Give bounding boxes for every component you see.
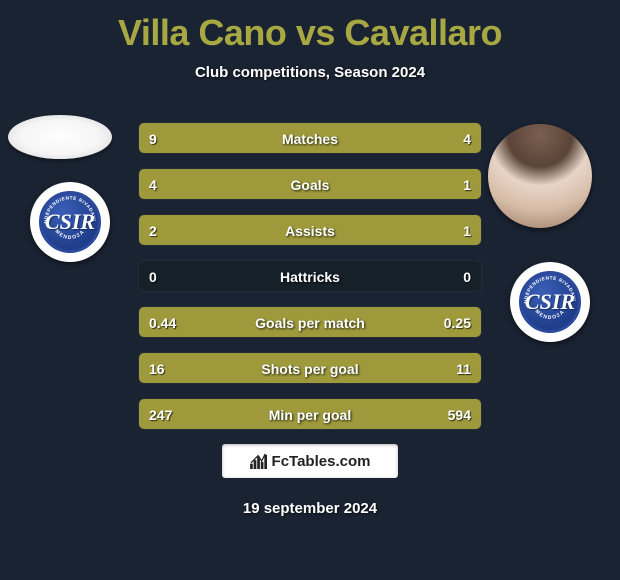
svg-text:INDEPENDIENTE RIVADAVIA: INDEPENDIENTE RIVADAVIA — [42, 194, 97, 223]
stat-row: 41Goals — [138, 168, 482, 200]
comparison-chart: 94Matches 41Goals 21Assists 00Hattricks 0.44… — [138, 122, 482, 444]
player-left-avatar — [8, 115, 112, 159]
stat-row: 21Assists — [138, 214, 482, 246]
metric-label: Hattricks — [139, 261, 481, 292]
metric-label: Goals — [139, 169, 481, 200]
stat-row: 94Matches — [138, 122, 482, 154]
metric-label: Min per goal — [139, 399, 481, 430]
footer-logo: FcTables.com — [222, 444, 398, 478]
stat-row: 0.440.25Goals per match — [138, 306, 482, 338]
bars-icon — [250, 453, 268, 469]
club-badge-right: INDEPENDIENTE RIVADAVIA MENDOZA CSIR — [510, 262, 590, 342]
metric-label: Matches — [139, 123, 481, 154]
page-title: Villa Cano vs Cavallaro — [0, 0, 620, 54]
metric-label: Assists — [139, 215, 481, 246]
stat-row: 00Hattricks — [138, 260, 482, 292]
page-subtitle: Club competitions, Season 2024 — [0, 64, 620, 81]
svg-text:MENDOZA: MENDOZA — [54, 229, 87, 241]
metric-label: Shots per goal — [139, 353, 481, 384]
club-badge-ring-icon: INDEPENDIENTE RIVADAVIA MENDOZA — [522, 274, 578, 330]
stat-row: 1611Shots per goal — [138, 352, 482, 384]
player-right-avatar — [488, 124, 592, 228]
metric-label: Goals per match — [139, 307, 481, 338]
club-badge-left: INDEPENDIENTE RIVADAVIA MENDOZA CSIR — [30, 182, 110, 262]
stat-row: 247594Min per goal — [138, 398, 482, 430]
footer-logo-text: FcTables.com — [272, 453, 371, 470]
svg-text:MENDOZA: MENDOZA — [534, 309, 567, 321]
club-badge-ring-icon: INDEPENDIENTE RIVADAVIA MENDOZA — [42, 194, 98, 250]
svg-text:INDEPENDIENTE RIVADAVIA: INDEPENDIENTE RIVADAVIA — [522, 274, 577, 303]
footer-date: 19 september 2024 — [0, 500, 620, 517]
